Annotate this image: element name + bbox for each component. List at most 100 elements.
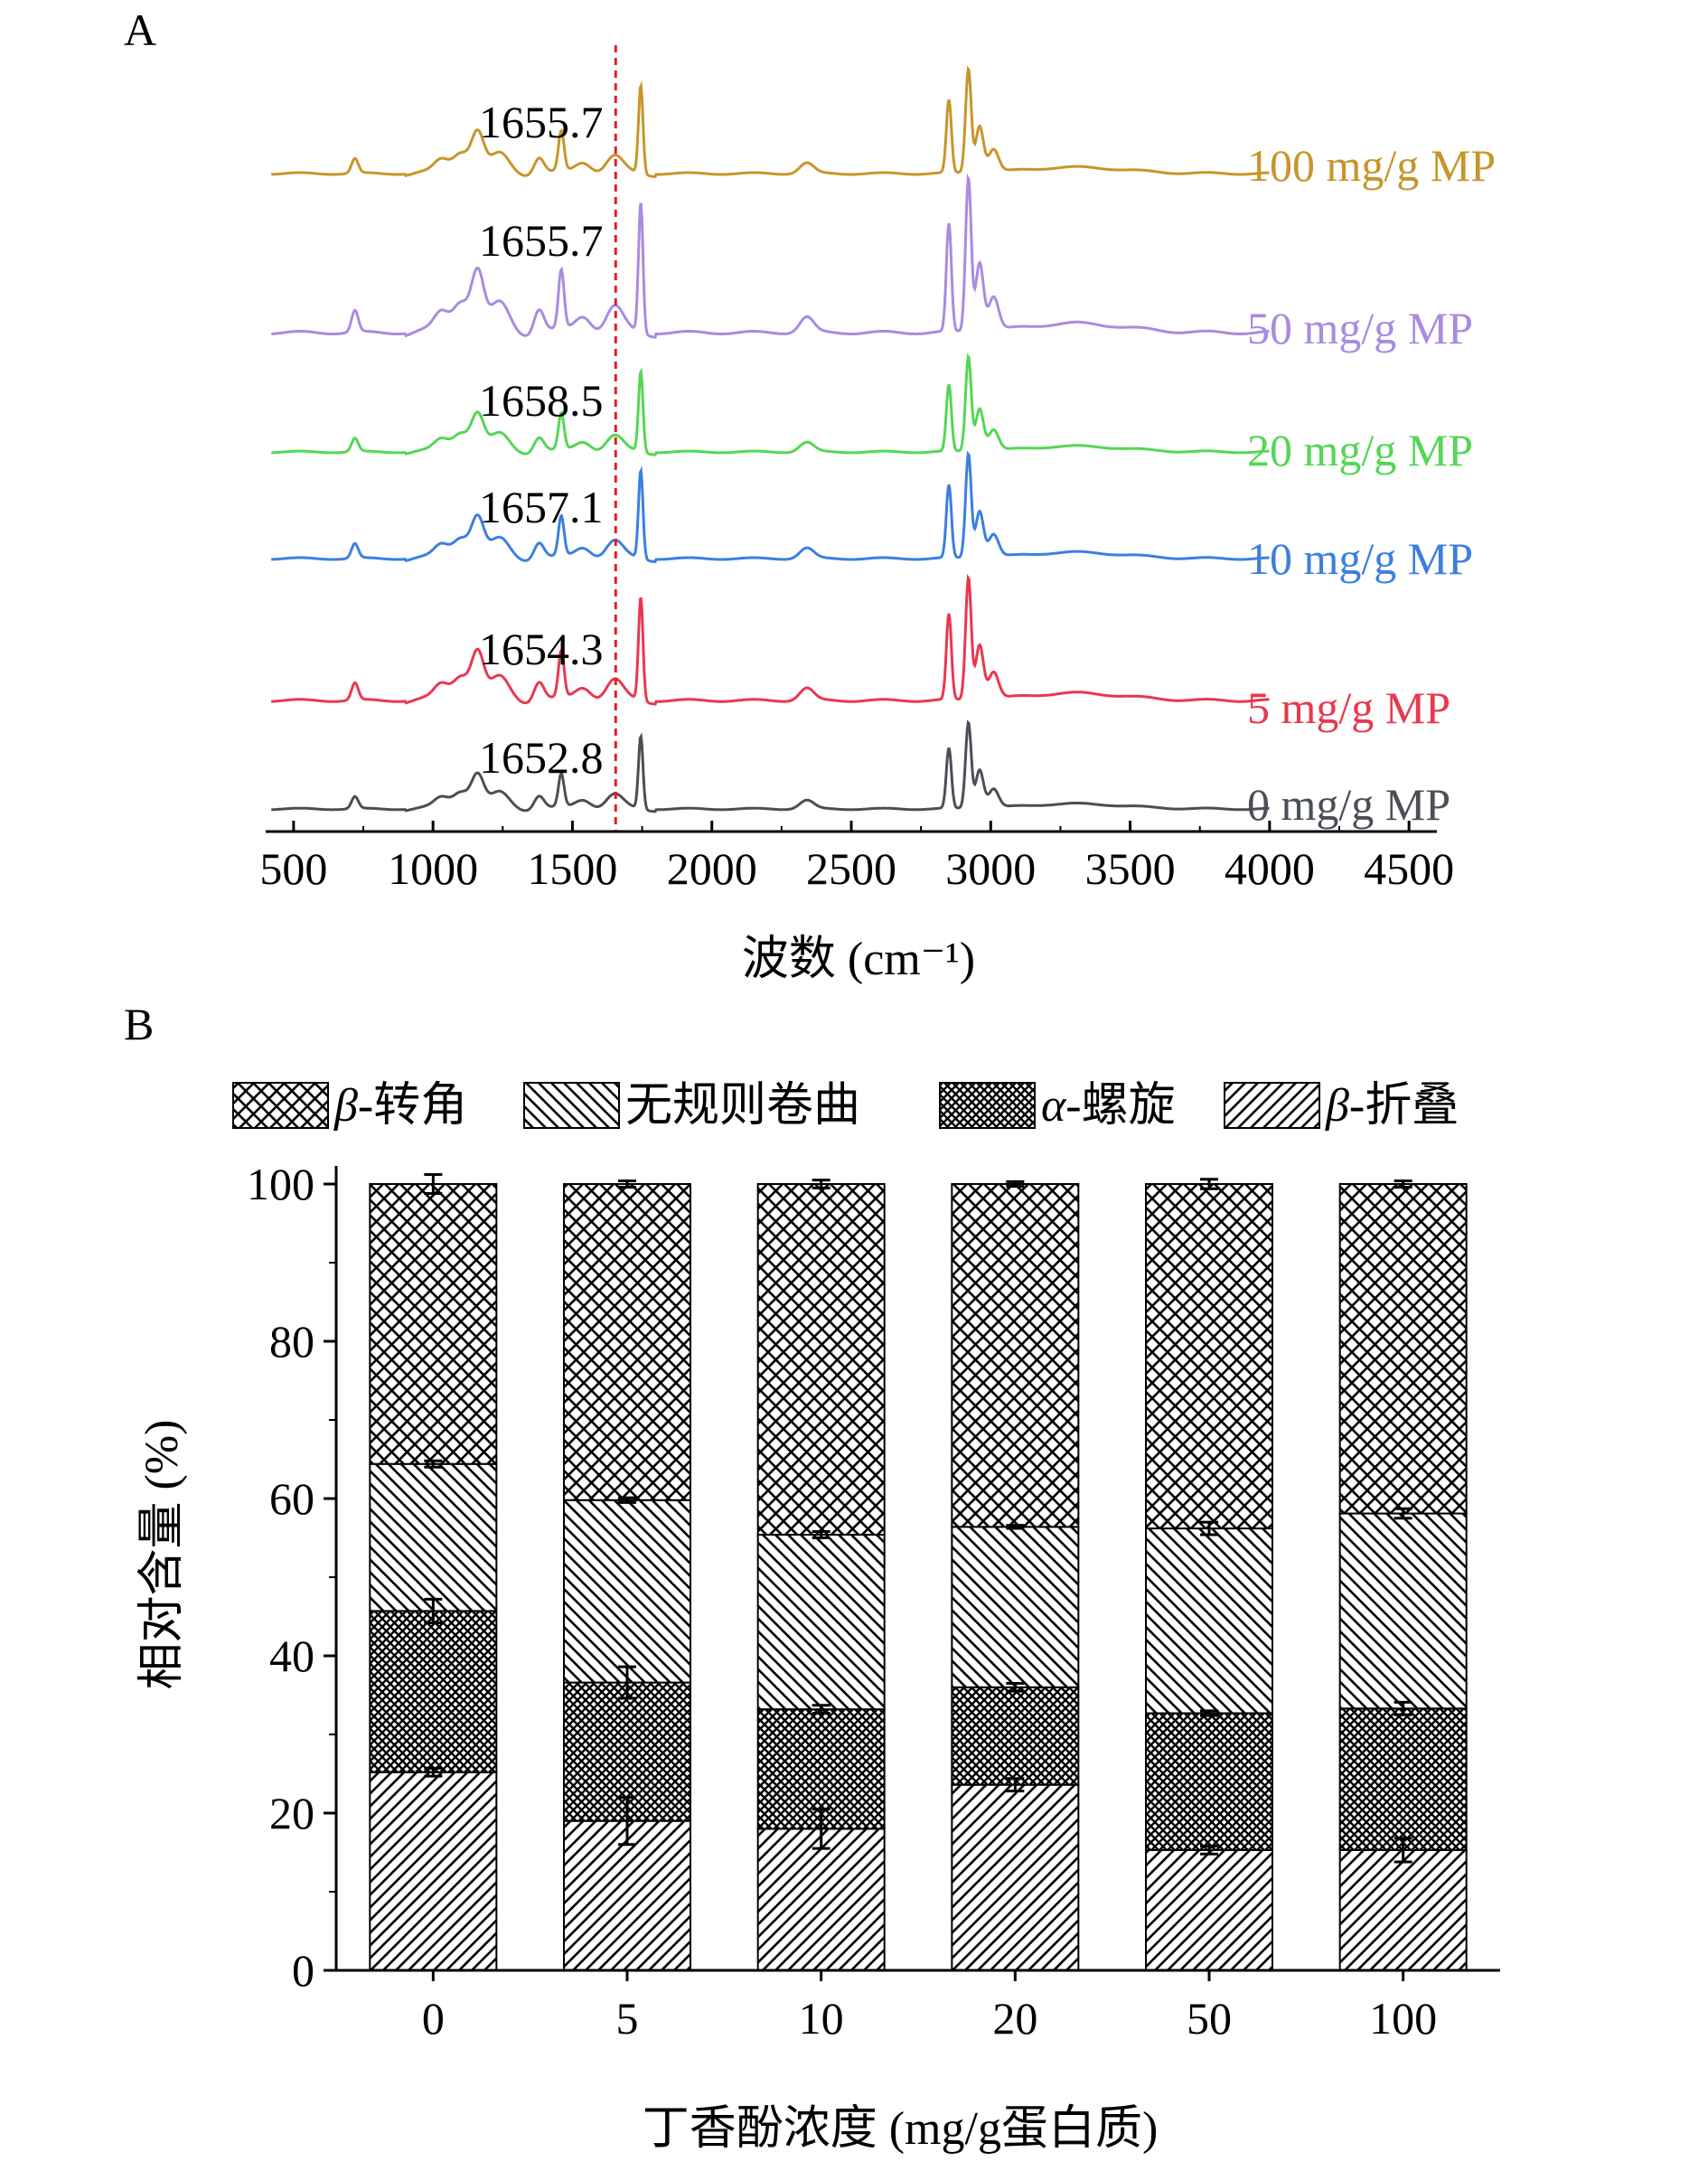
bar-segment [563,1183,691,1501]
legend-swatch [523,1082,620,1129]
spectrum-line [271,450,1270,563]
legend-item: α-螺旋 [939,1080,1176,1132]
bar-segment [369,1462,498,1612]
series-label: 10 mg/g MP [1247,533,1473,584]
spectrum-line [271,573,1270,706]
error-bar [1006,1777,1025,1793]
x-axis-title-b: 丁香酚浓度 (mg/g蛋白质) [643,2103,1159,2155]
error-bar [424,1766,443,1778]
error-bar [1394,1179,1412,1189]
x-tick-label: 500 [259,843,327,894]
legend-label: α-螺旋 [1041,1080,1176,1132]
x-tick-label: 10 [799,1993,844,2044]
bar-segment [951,1526,1080,1688]
x-tick-label: 100 [1369,1993,1437,2044]
error-bar [1394,1507,1412,1520]
error-bar [1006,1524,1025,1530]
peak-label: 1654.3 [479,624,604,674]
legend: β-转角 无规则卷曲 α-螺旋 β-折叠 [232,1080,1459,1132]
y-tick-label: 60 [269,1473,314,1524]
bar-segment [1145,1183,1273,1530]
bar-segment [1145,1527,1273,1715]
y-tick-label: 0 [292,1945,314,1996]
error-bar [618,1179,636,1189]
peak-label: 1655.7 [479,97,604,147]
peak-label: 1652.8 [479,732,604,783]
error-bar [424,1173,443,1195]
spectrum-line [271,65,1270,178]
error-bar [1006,1681,1025,1693]
panel-b: B β-转角 无规则卷曲 α-螺旋 β-折叠 0 20 40 60 80 100 0 5 10 20 50… [124,999,1500,2155]
spectrum-line [271,719,1270,813]
error-bar [1006,1179,1025,1189]
y-tick-label: 100 [247,1159,314,1209]
error-bar [618,1665,636,1700]
peak-label: 1655.7 [479,215,604,266]
error-bar [618,1796,636,1847]
legend-label: β-折叠 [1325,1080,1459,1132]
x-tick-label: 4000 [1225,843,1315,894]
legend-swatch [232,1082,329,1129]
peak-label: 1657.1 [479,482,604,532]
spectra-labels: 1655.7 100 mg/g MP 1655.7 50 mg/g MP 1658.5 2… [479,97,1496,830]
legend-item: 无规则卷曲 [523,1080,860,1132]
bar-segment [563,1499,691,1684]
bar-segment [369,1610,498,1773]
bar-segment [951,1783,1080,1972]
panel-label-a: A [124,5,156,55]
error-bar [812,1808,831,1850]
error-bar [1200,1845,1218,1856]
x-tick-label: 5 [616,1993,639,2044]
spectrum-line [271,352,1270,456]
error-bar [812,1530,831,1539]
panel-a: A 1655.7 100 mg/g MP 1655.7 50 mg/g MP 1658.… [124,5,1496,985]
series-label: 20 mg/g MP [1247,425,1473,475]
error-bar [812,1179,831,1189]
bar-segment [951,1183,1080,1528]
axes-b: 0 20 40 60 80 100 0 5 10 20 50 100 [247,1159,1500,2044]
error-bar [812,1704,831,1715]
y-tick-label: 20 [269,1788,314,1838]
y-tick-label: 40 [269,1631,314,1681]
bar-segment [1338,1707,1468,1851]
error-bar [1200,1520,1218,1537]
x-tick-label: 4500 [1364,843,1454,894]
x-tick-label: 50 [1187,1993,1232,2044]
spectra-group [271,65,1270,813]
x-tick-label: 3000 [945,843,1036,894]
bar-segment [369,1183,498,1465]
error-bar [424,1459,443,1469]
bar-segment [756,1183,886,1537]
y-tick-label: 80 [269,1316,314,1367]
bar-segment [1145,1848,1273,1972]
series-label: 5 mg/g MP [1247,682,1450,733]
legend-label: 无规则卷曲 [625,1080,860,1132]
legend-item: β-转角 [232,1080,467,1132]
error-bar [1200,1709,1218,1717]
y-axis-title-b: 相对含量 (%) [136,1420,188,1690]
series-label: 100 mg/g MP [1247,140,1496,191]
bar-segment [1338,1512,1468,1710]
peak-label: 1658.5 [479,375,604,426]
legend-swatch [939,1082,1036,1129]
bar-segment [756,1534,886,1711]
series-label: 0 mg/g MP [1247,779,1450,830]
error-bar [1394,1700,1412,1716]
x-tick-label: 1000 [388,843,478,894]
panel-label-b: B [124,999,154,1049]
error-bar [618,1496,636,1504]
x-tick-label: 2000 [667,843,757,894]
legend-label: β-转角 [333,1080,467,1132]
stacked-bars [369,1173,1468,1972]
legend-item: β-折叠 [1224,1080,1459,1132]
x-tick-label: 2500 [806,843,896,894]
x-axis-a: 500 1000 1500 2000 2500 3000 3500 4000 4500 [259,821,1454,894]
bar-segment [1338,1848,1468,1972]
spectrum-line [271,173,1270,339]
error-bar [1200,1178,1218,1190]
x-tick-label: 3500 [1085,843,1176,894]
bar-segment [756,1828,886,1972]
series-label: 50 mg/g MP [1247,303,1473,353]
bar-segment [1338,1183,1468,1515]
